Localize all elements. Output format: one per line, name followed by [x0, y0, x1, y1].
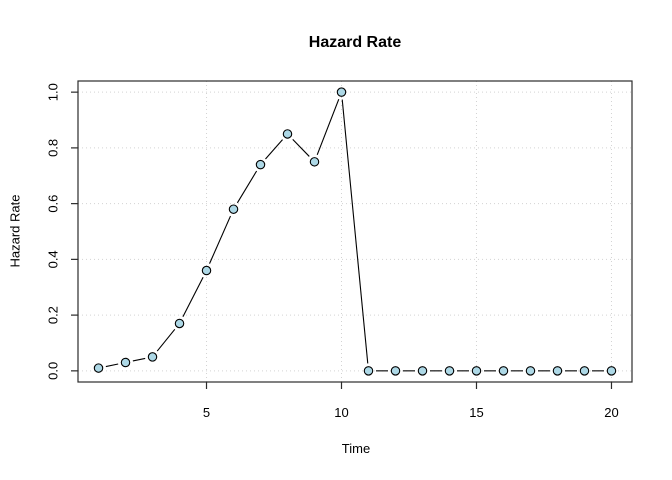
x-tick-label: 15 [469, 405, 483, 420]
data-point [579, 366, 590, 376]
x-tick-label: 10 [334, 405, 348, 420]
y-tick-label: 0.2 [46, 306, 61, 324]
series-segment [209, 215, 231, 264]
x-tick-label: 5 [203, 405, 210, 420]
data-point [255, 159, 266, 170]
data-point [363, 366, 374, 376]
data-point [390, 366, 401, 376]
y-tick-label: 0.4 [46, 250, 61, 268]
y-tick-label: 0.8 [46, 139, 61, 157]
data-point [525, 366, 536, 376]
data-point [174, 318, 185, 329]
data-point [417, 366, 428, 376]
x-tick-label: 20 [604, 405, 618, 420]
series-segment [316, 98, 340, 156]
y-axis-label: Hazard Rate [7, 194, 23, 268]
data-point [444, 366, 455, 376]
data-point [120, 357, 131, 368]
plot-box [77, 80, 633, 383]
y-tick-label: 1.0 [46, 83, 61, 101]
data-point [471, 366, 482, 376]
data-point [93, 363, 104, 373]
data-point [606, 366, 617, 376]
series-segment [132, 357, 146, 362]
data-point [552, 366, 563, 376]
series-segment [292, 138, 310, 157]
data-point [282, 129, 293, 139]
data-point [309, 157, 320, 167]
series-segment [236, 170, 258, 204]
series-segment [265, 139, 283, 160]
y-tick-label: 0.6 [46, 195, 61, 213]
series-segment [182, 276, 204, 318]
series-segment [156, 328, 176, 352]
data-point [336, 87, 347, 97]
x-axis-label: Time [341, 441, 371, 456]
y-tick-label: 0.0 [46, 362, 61, 380]
data-point [201, 265, 212, 276]
data-point [228, 204, 239, 214]
data-point [147, 352, 158, 362]
chart-title: Hazard Rate [308, 34, 402, 51]
series-segment [105, 363, 119, 368]
series-segment [341, 99, 369, 364]
data-point [498, 366, 509, 376]
